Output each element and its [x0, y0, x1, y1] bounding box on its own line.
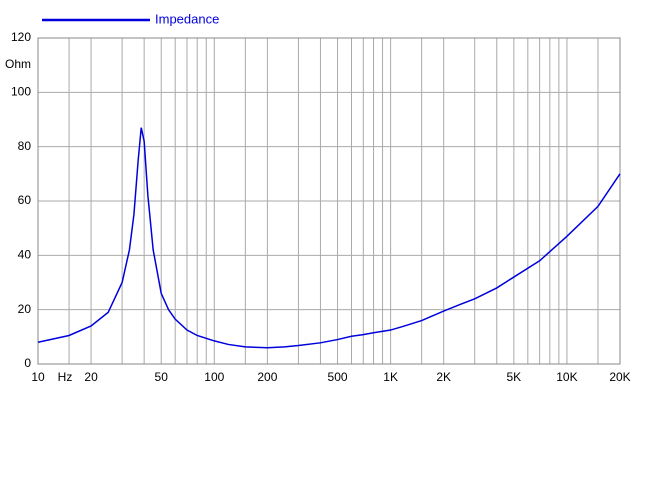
- y-tick-label: 100: [11, 85, 31, 99]
- legend-label: Impedance: [155, 11, 219, 26]
- x-tick-label: 100: [204, 370, 224, 384]
- y-axis-label: Ohm: [5, 57, 31, 71]
- y-tick-label: 80: [18, 139, 32, 153]
- y-tick-label: 120: [11, 30, 31, 44]
- data-line: [37, 127, 621, 349]
- x-axis-label: Hz: [58, 370, 73, 384]
- x-tick-label: 10: [31, 370, 45, 384]
- plot-border: [37, 37, 621, 365]
- x-tick-label: 200: [257, 370, 277, 384]
- x-tick-label: 500: [328, 370, 348, 384]
- y-tick-label: 60: [18, 193, 32, 207]
- x-tick-label: 50: [155, 370, 169, 384]
- x-tick-label: 2K: [436, 370, 451, 384]
- x-tick-label: 20: [84, 370, 98, 384]
- y-tick-label: 20: [18, 302, 32, 316]
- x-tick-label: 10K: [556, 370, 577, 384]
- x-tick-label: 5K: [507, 370, 522, 384]
- x-tick-label: 20K: [609, 370, 630, 384]
- x-tick-label: 1K: [383, 370, 398, 384]
- y-tick-label: 40: [18, 248, 32, 262]
- y-tick-label: 0: [24, 356, 31, 370]
